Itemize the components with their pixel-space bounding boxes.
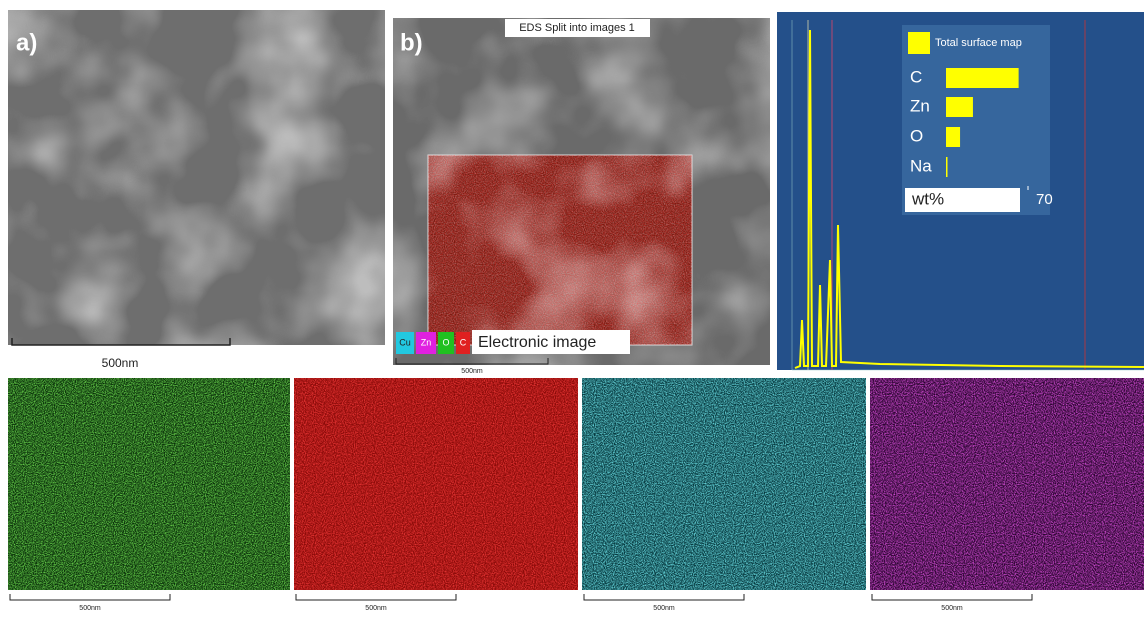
- legend-label: Total surface map: [935, 37, 1022, 49]
- scale-label: 500nm: [365, 605, 387, 612]
- y-tick-label: Zn: [910, 96, 930, 115]
- map-scale-labels: 500nm 500nm 500nm 500nm: [79, 605, 963, 612]
- y-tick-label: Na: [910, 156, 932, 175]
- map-scale-bars: [10, 594, 1032, 600]
- scale-bar: [872, 594, 1032, 600]
- legend-label: Cu: [399, 337, 411, 347]
- y-tick-label: O: [910, 126, 923, 145]
- caption: Electronic image: [478, 334, 596, 351]
- legend-label: C: [460, 337, 467, 347]
- scale-label: 500nm: [941, 605, 963, 612]
- legend-label: O: [442, 337, 449, 347]
- bar: [946, 127, 960, 147]
- bar: [946, 68, 1019, 88]
- scale-bar: [584, 594, 744, 600]
- figure: a) 500nm EDS Split into images 1 b) Cu Z…: [0, 0, 1144, 616]
- scale-bar: [10, 594, 170, 600]
- bar: [946, 157, 948, 177]
- scale-bar: [296, 594, 456, 600]
- scale-label: 500nm: [102, 356, 139, 370]
- overlay-grain: [428, 155, 692, 345]
- sem-texture: [8, 10, 385, 345]
- panel-label: b): [400, 29, 423, 56]
- panel-label: a): [16, 29, 37, 56]
- map-green: [8, 378, 290, 590]
- scale-label: 500nm: [461, 368, 483, 375]
- element-legend: Cu Zn O C: [396, 332, 470, 354]
- scale-label: 500nm: [653, 605, 675, 612]
- legend-swatch: [908, 32, 930, 54]
- map-cyan: [582, 378, 866, 590]
- legend-label: Zn: [421, 337, 432, 347]
- map-red: [294, 378, 578, 590]
- panel-title: EDS Split into images 1: [519, 22, 635, 34]
- map-magenta: [870, 378, 1144, 590]
- bar: [946, 97, 973, 117]
- x-axis-label: wt%: [911, 189, 944, 208]
- y-tick-label: C: [910, 67, 922, 86]
- x-tick-label: 70: [1036, 191, 1053, 208]
- scale-label: 500nm: [79, 605, 101, 612]
